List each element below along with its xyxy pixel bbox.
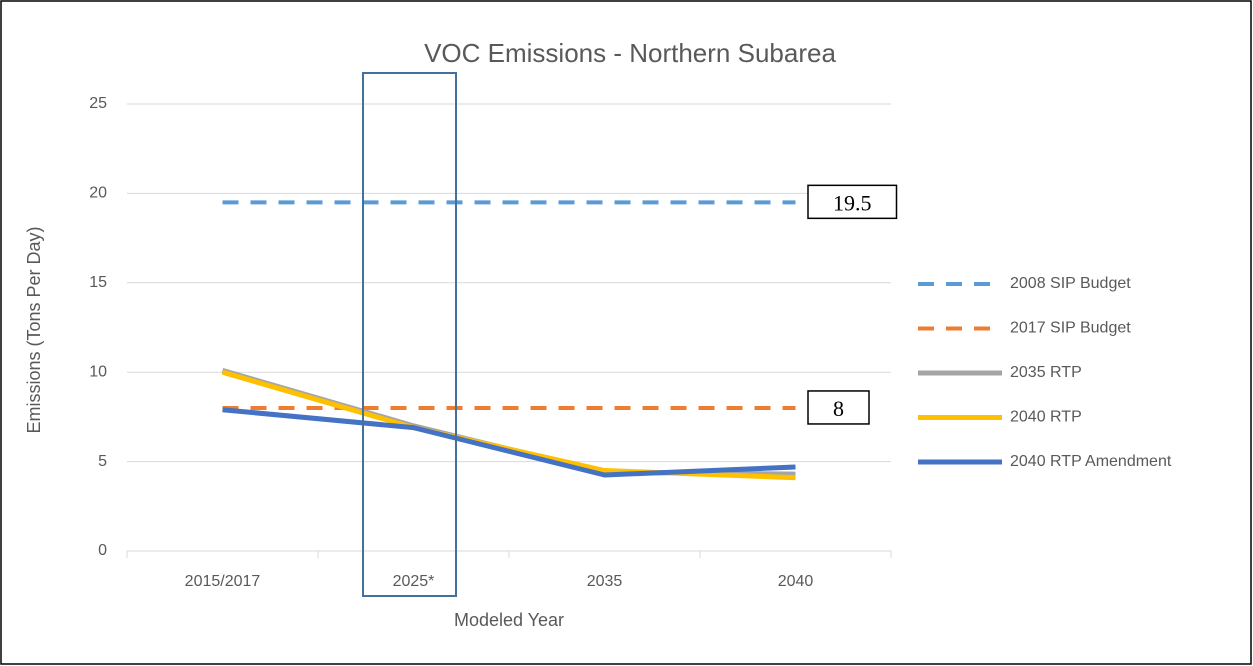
x-axis-label: Modeled Year <box>454 610 564 630</box>
annotation-box <box>807 184 898 220</box>
x-tick-label: 2040 <box>778 573 814 590</box>
highlight-box <box>362 72 457 597</box>
legend-label: 2040 RTP <box>1010 409 1082 426</box>
legend-label: 2017 SIP Budget <box>1010 320 1131 337</box>
x-tick-label: 2015/2017 <box>185 573 261 590</box>
legend-label: 2035 RTP <box>1010 364 1082 381</box>
x-tick-label: 2025* <box>393 573 435 590</box>
annotation: 8 <box>833 396 844 421</box>
y-axis-label: Emissions (Tons Per Day) <box>24 226 44 433</box>
y-tick-label: 15 <box>89 274 107 291</box>
y-tick-label: 5 <box>98 453 107 470</box>
y-tick-label: 25 <box>89 95 107 112</box>
chart-title: VOC Emissions - Northern Subarea <box>424 38 836 68</box>
annotation: 19.5 <box>833 190 872 215</box>
x-tick-label: 2035 <box>587 573 623 590</box>
y-tick-label: 0 <box>98 542 107 559</box>
legend-label: 2008 SIP Budget <box>1010 275 1131 292</box>
y-tick-label: 20 <box>89 185 107 202</box>
annotation-box <box>807 390 870 425</box>
series-line <box>222 407 796 478</box>
y-tick-label: 10 <box>89 363 107 380</box>
legend-label: 2040 RTP Amendment <box>1010 453 1172 470</box>
